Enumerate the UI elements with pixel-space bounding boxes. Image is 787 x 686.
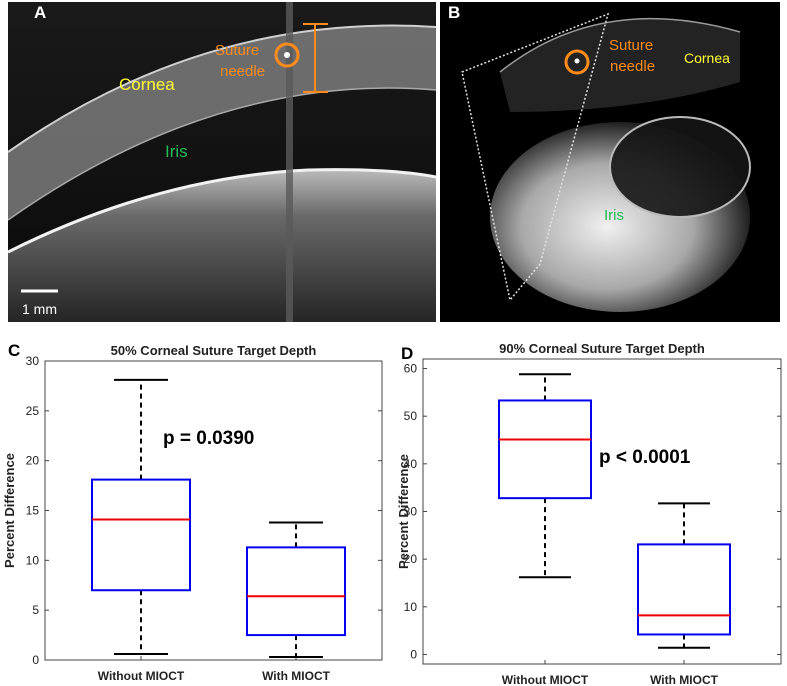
cornea-dome [500,18,740,112]
chart-d-ylabel: Percent Difference [396,454,411,569]
chart-d-p-value: p < 0.0001 [599,447,691,468]
suture-needle-circle-b [564,49,590,75]
chart-d-ytick-label: 50 [404,409,418,423]
chart-c-iqr-box [246,546,346,637]
chart-d-ytick-label: 30 [404,505,418,519]
chart-d-panel-letter: D [401,344,413,363]
chart-c-iqr-box [91,478,191,592]
chart-c-ytick-label: 10 [26,553,40,567]
chart-c-ytick-label: 15 [26,504,40,518]
chart-d-xtick-label: Without MIOCT [502,673,589,686]
suture-label-b-line1: Suture [609,37,653,54]
scale-bar-label: 1 mm [22,301,57,317]
panel-a-image: A Cornea Iris Suture needle 1 mm [8,2,436,322]
panel-b-oct-volume: B Suture needle Cornea Iris [440,2,780,322]
panel-b-image: B Suture needle Cornea Iris [440,2,780,322]
cornea-label: Cornea [119,75,175,94]
suture-needle-circle [274,42,300,68]
chart-c-ylabel: Percent Difference [2,453,17,568]
chart-d-iqr-box [498,399,592,500]
chart-c-ytick-label: 20 [26,454,40,468]
suture-label-line2: needle [220,63,265,80]
chart-c-ytick-label: 5 [32,603,39,617]
iris-label-b: Iris [604,207,624,224]
needle-shadow-line [286,2,293,322]
cutting-plane [461,12,610,302]
suture-label-line1: Suture [215,42,259,59]
chart-c-panel-letter: C [8,341,20,360]
chart-d-chart-title: 90% Corneal Suture Target Depth [499,341,705,356]
chart-d-ytick-label: 40 [404,457,418,471]
chart-d-ytick-label: 10 [404,600,418,614]
chart-d-ytick-label: 60 [404,362,418,376]
suture-label-b-line2: needle [610,58,655,75]
cornea-label-b: Cornea [684,50,730,66]
chart-d: D 90% Corneal Suture Target Depth 0 10 20 30 4… [396,341,782,686]
cornea-band [8,25,436,220]
chart-c-xtick-label: Without MIOCT [98,669,185,683]
panel-b-letter: B [448,3,460,22]
chart-c-ytick-label: 25 [26,404,40,418]
chart-d-ytick-label: 0 [410,647,417,661]
chart-c-chart-title: 50% Corneal Suture Target Depth [111,343,317,358]
chart-d-iqr-box [637,543,731,636]
chart-c-ytick-label: 30 [26,354,40,368]
panel-a-oct-bscan: A Cornea Iris Suture needle 1 mm [8,2,436,322]
chart-d-xtick-label: With MIOCT [650,673,719,686]
chart-c-xtick-label: With MIOCT [262,669,331,683]
chart-c: C 50% Corneal Suture Target Depth 0 5 10 15 20… [2,341,383,683]
chart-c-ytick-label: 0 [32,653,39,667]
chart-c-p-value: p = 0.0390 [163,428,254,449]
iris-label: Iris [165,142,188,161]
chart-d-ytick-label: 20 [404,552,418,566]
panel-a-letter: A [34,3,46,22]
